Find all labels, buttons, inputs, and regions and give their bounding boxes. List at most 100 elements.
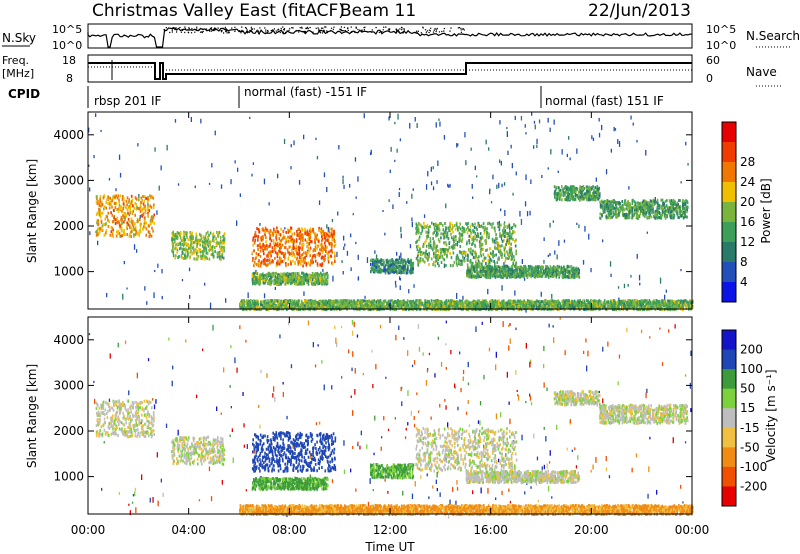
- echo-cell: [455, 262, 458, 266]
- echo-cell: [218, 255, 221, 259]
- echo-cell: [568, 273, 570, 277]
- echo-cell: [284, 252, 287, 256]
- echo-cell: [494, 261, 496, 265]
- echo-cell: [434, 260, 437, 264]
- echo-cell: [557, 271, 559, 275]
- echo-cell: [273, 248, 276, 252]
- echo-cell: [256, 272, 259, 276]
- echo-cell: [662, 210, 665, 214]
- echo-cell: [419, 253, 422, 257]
- noise-cell: [221, 255, 224, 259]
- noise-cell: [400, 226, 402, 233]
- echo-cell: [253, 277, 255, 281]
- echo-cell: [320, 256, 323, 260]
- echo-cell: [112, 195, 115, 199]
- noise-cell: [476, 175, 478, 178]
- echo-cell: [305, 231, 308, 235]
- echo-cell: [452, 244, 454, 248]
- echo-cell: [306, 240, 308, 244]
- echo-cell: [265, 264, 268, 267]
- echo-cell: [674, 202, 677, 206]
- echo-cell: [594, 195, 597, 198]
- echo-region: [369, 257, 415, 275]
- echo-cell: [277, 231, 280, 235]
- echo-cell: [290, 234, 293, 238]
- echo-cell: [104, 217, 106, 221]
- echo-cell: [190, 249, 192, 253]
- echo-cell: [322, 272, 325, 276]
- echo-cell: [477, 275, 480, 279]
- echo-cell: [262, 235, 264, 239]
- echo-cell: [571, 197, 573, 201]
- echo-cell: [280, 227, 282, 231]
- echo-cell: [309, 254, 311, 258]
- echo-cell: [667, 210, 670, 214]
- echo-cell: [112, 228, 114, 232]
- echo-cell: [320, 271, 322, 275]
- echo-cell: [417, 223, 419, 227]
- nsearch-dot: [225, 30, 227, 33]
- echo-cell: [392, 266, 394, 270]
- echo-cell: [296, 233, 299, 237]
- echo-cell: [613, 206, 616, 210]
- echo-cell: [415, 226, 417, 230]
- noise-cell: [414, 117, 416, 122]
- nsearch-dot: [244, 26, 247, 29]
- echo-cell: [381, 262, 384, 266]
- echo-cell: [326, 251, 328, 255]
- echo-cell: [432, 248, 434, 252]
- echo-cell: [308, 237, 311, 241]
- echo-cell: [298, 259, 300, 263]
- echo-cell: [287, 257, 290, 261]
- echo-cell: [287, 230, 290, 234]
- echo-cell: [319, 263, 321, 267]
- echo-cell: [199, 243, 201, 247]
- echo-cell: [658, 206, 661, 210]
- echo-region: [553, 185, 601, 202]
- echo-cell: [440, 232, 442, 236]
- echo-cell: [373, 270, 376, 274]
- echo-cell: [120, 218, 122, 222]
- echo-cell: [268, 258, 271, 262]
- echo-cell: [483, 231, 486, 235]
- noise-cell: [108, 178, 111, 181]
- noise-cell: [138, 194, 140, 198]
- echo-cell: [288, 252, 291, 256]
- echo-cell: [588, 193, 591, 197]
- echo-cell: [303, 273, 305, 277]
- echo-cell: [292, 259, 294, 263]
- echo-cell: [476, 273, 478, 277]
- echo-cell: [195, 234, 198, 238]
- nsearch-dot: [205, 28, 208, 30]
- echo-cell: [488, 236, 490, 240]
- echo-cell: [316, 252, 318, 256]
- echo-cell: [592, 193, 594, 197]
- echo-cell: [677, 206, 679, 210]
- echo-cell: [419, 257, 422, 261]
- noise-cell: [354, 157, 357, 162]
- nsearch-dot: [363, 29, 366, 31]
- echo-cell: [271, 259, 274, 263]
- echo-cell: [377, 265, 379, 269]
- echo-cell: [609, 208, 611, 212]
- echo-cell: [301, 236, 303, 240]
- echo-cell: [576, 187, 579, 191]
- echo-cell: [661, 198, 664, 202]
- echo-cell: [384, 271, 387, 275]
- echo-cell: [177, 256, 179, 260]
- echo-cell: [117, 230, 120, 233]
- echo-cell: [459, 238, 462, 242]
- echo-cell: [257, 253, 259, 257]
- echo-cell: [478, 255, 480, 259]
- echo-cell: [143, 217, 146, 221]
- echo-cell: [328, 230, 331, 234]
- echo-cell: [269, 236, 271, 240]
- noise-cell: [166, 144, 168, 151]
- echo-cell: [197, 250, 199, 254]
- echo-cell: [570, 188, 573, 192]
- echo-cell: [213, 254, 215, 258]
- echo-cell: [486, 275, 488, 279]
- echo-cell: [132, 209, 135, 213]
- noise-cell: [139, 214, 141, 220]
